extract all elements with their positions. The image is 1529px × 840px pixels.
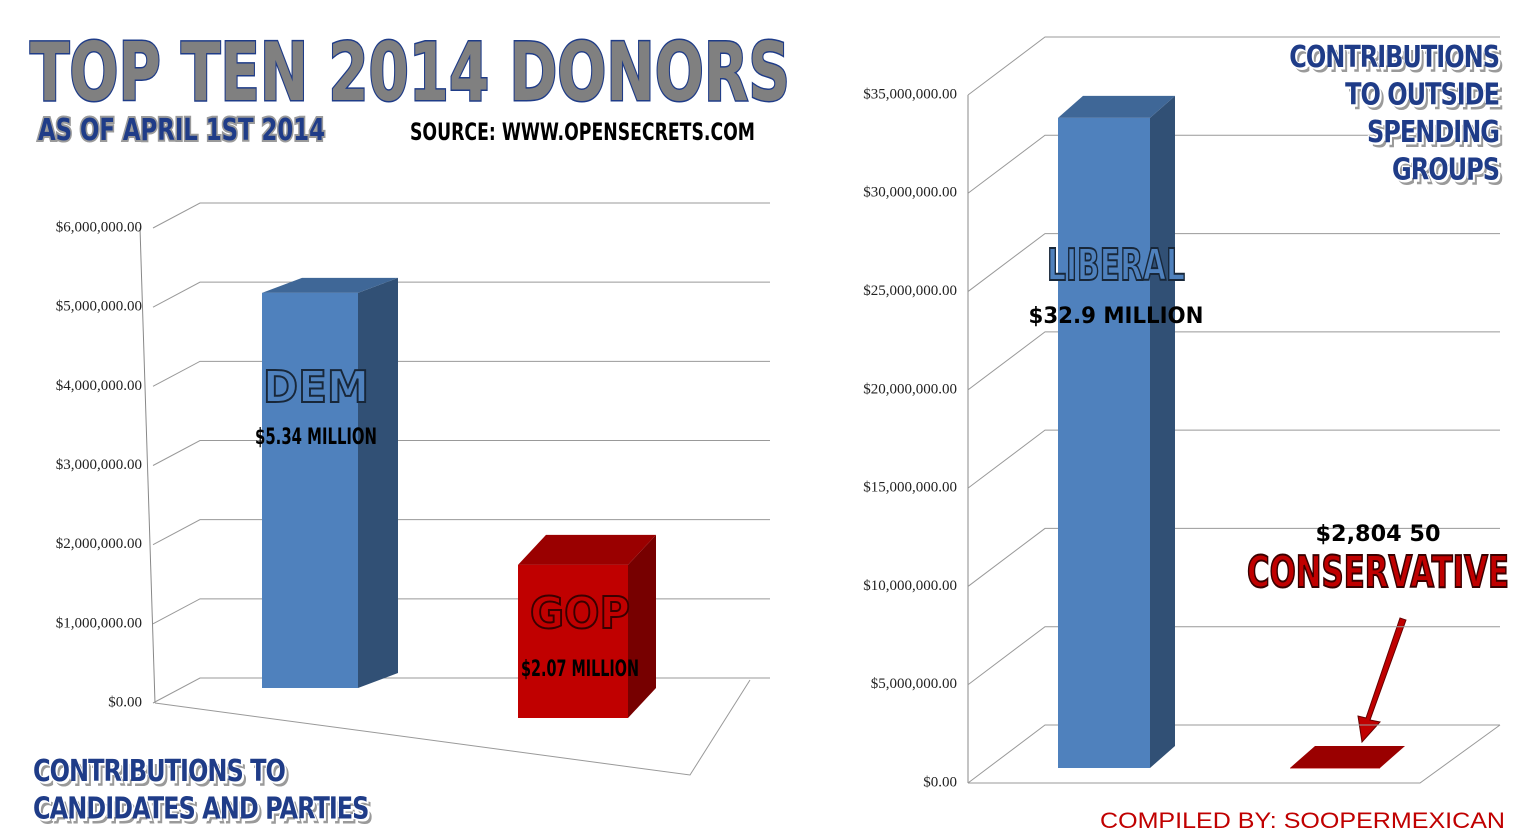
y-tick-label: $25,000,000.00 (863, 283, 957, 299)
y-tick-label: $5,000,000.00 (56, 299, 142, 315)
page-title: TOP TEN 2014 DONORS (30, 26, 790, 119)
y-tick-label: $10,000,000.00 (863, 578, 957, 594)
floor-line (154, 679, 751, 776)
grid-line (967, 527, 1500, 587)
chart-title: CONTRIBUTIONS TO OUTSIDE SPENDING GROUPS (1289, 39, 1500, 187)
grid-line (152, 360, 770, 387)
y-tick-label: $2,000,000.00 (56, 536, 142, 552)
bar (262, 292, 358, 688)
y-tick-label: $3,000,000.00 (56, 457, 142, 473)
category-label: LIBERAL (1047, 240, 1185, 291)
y-tick-label: $35,000,000.00 (863, 86, 957, 102)
bar-side (358, 277, 398, 688)
y-tick-label: $1,000,000.00 (56, 615, 142, 631)
grid-line (967, 626, 1500, 686)
axis-line (139, 227, 156, 704)
bar-top (1058, 95, 1175, 118)
y-tick-label: $4,000,000.00 (56, 378, 142, 394)
footer: COMPILED BY: SOOPERMEXICAN (1100, 808, 1505, 833)
y-tick-label: $5,000,000.00 (871, 676, 957, 692)
bar-side (628, 534, 656, 718)
grid-line (967, 36, 1500, 96)
grid-line (967, 233, 1500, 292)
bar-side (1380, 745, 1405, 768)
bar (518, 564, 628, 718)
grid-line (152, 202, 770, 229)
value-label: $32.9 MILLION (1029, 304, 1204, 329)
grid-line (967, 429, 1500, 489)
arrow (1357, 617, 1407, 744)
y-tick-label: $30,000,000.00 (863, 185, 957, 201)
grid-line (152, 677, 770, 704)
source: SOURCE: WWW.OPENSECRETS.COM (410, 118, 755, 146)
bar-top (1290, 745, 1405, 768)
subtitle: AS OF APRIL 1ST 2014 (38, 113, 325, 148)
grid-line (152, 598, 770, 625)
y-tick-label: $0.00 (923, 774, 957, 790)
value-label: $5.34 MILLION (255, 425, 377, 450)
y-tick-label: $15,000,000.00 (863, 480, 957, 496)
bar-top (262, 277, 398, 293)
floor-line (968, 724, 1501, 784)
value-label: $2,804 50 (1316, 522, 1441, 547)
y-tick-label: $20,000,000.00 (863, 381, 957, 397)
chart-title: CONTRIBUTIONS TO CANDIDATES AND PARTIES (33, 753, 369, 826)
grid-line (152, 519, 770, 546)
bar-side (1150, 95, 1175, 769)
grid-line (152, 440, 770, 466)
bar (1290, 767, 1380, 769)
grid-line (152, 281, 770, 308)
category-label: GOP (530, 588, 630, 639)
category-label: DEM (263, 362, 369, 413)
grid-line (967, 134, 1500, 194)
category-label: CONSERVATIVE (1247, 547, 1509, 598)
bar-top (518, 534, 656, 565)
y-tick-label: $6,000,000.00 (56, 219, 142, 235)
y-tick-label: $0.00 (108, 694, 142, 710)
value-label: $2.07 MILLION (521, 657, 639, 682)
grid-line (967, 724, 1500, 784)
bar (1058, 117, 1150, 768)
grid-line (967, 331, 1500, 391)
